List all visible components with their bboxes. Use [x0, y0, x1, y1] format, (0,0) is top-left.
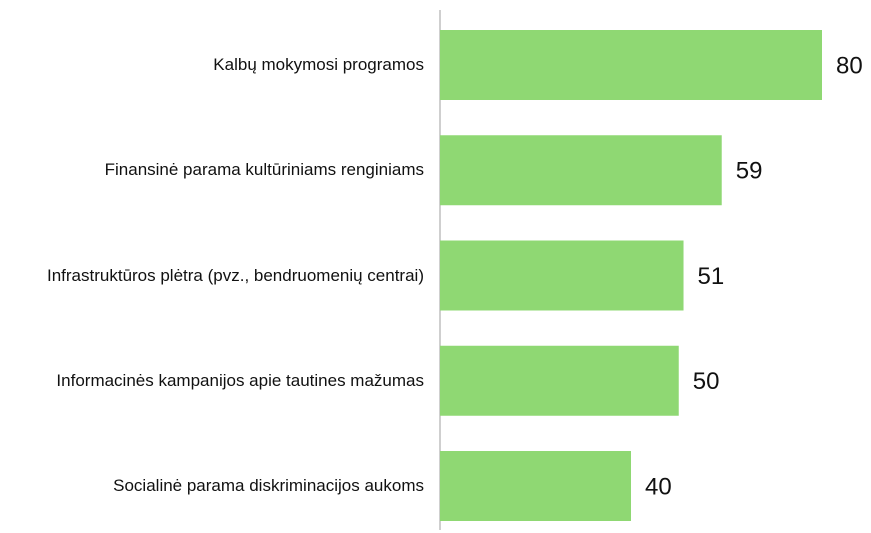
- category-label: Finansinė parama kultūriniams renginiams: [104, 160, 424, 180]
- data-label: 59: [736, 158, 763, 185]
- category-label: Infrastruktūros plėtra (pvz., bendruomen…: [46, 265, 424, 285]
- category-label: Informacinės kampanijos apie tautines ma…: [56, 370, 424, 390]
- data-label: 50: [693, 368, 720, 395]
- data-label: 40: [645, 473, 672, 500]
- bar: [440, 451, 631, 521]
- bar: [440, 345, 679, 416]
- data-label: 51: [698, 263, 725, 290]
- data-label: 80: [836, 52, 863, 79]
- category-label: Kalbų mokymosi programos: [213, 55, 424, 74]
- bar: [440, 30, 822, 100]
- bar: [440, 240, 684, 311]
- category-label: Socialinė parama diskriminacijos aukoms: [113, 476, 424, 495]
- bar: [440, 135, 722, 206]
